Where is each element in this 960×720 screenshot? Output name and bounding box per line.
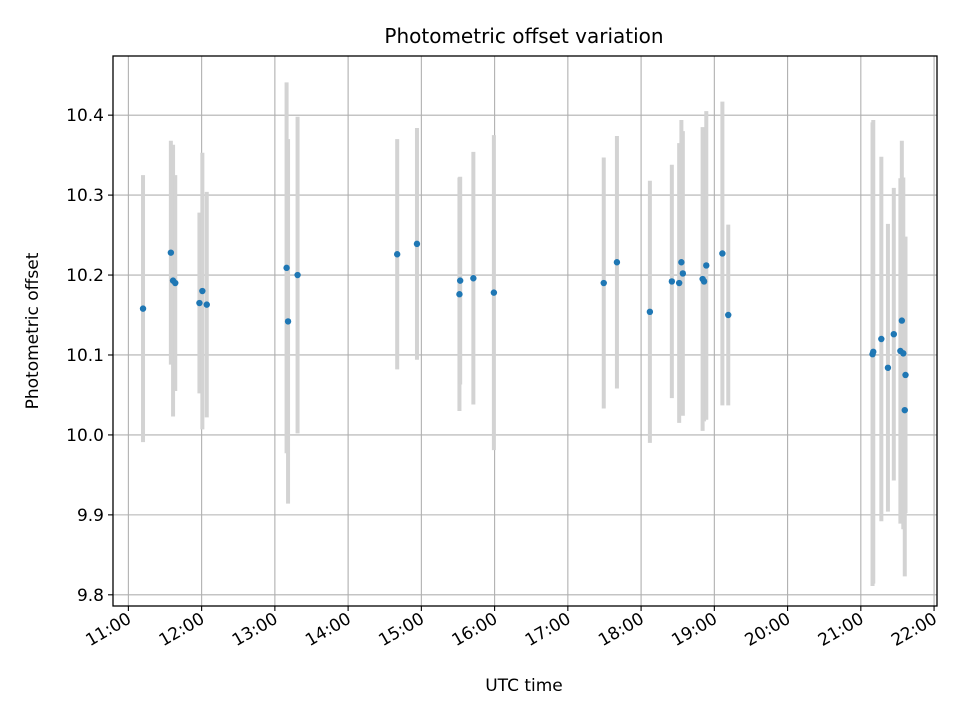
plot-frame (112, 55, 938, 607)
data-point (600, 279, 607, 287)
y-axis: 9.8 9.9 10.0 10.1 10.2 10.3 10.4 (66, 106, 113, 606)
y-axis-label: Photometric offset (23, 252, 43, 409)
data-point (294, 271, 301, 279)
data-point (679, 270, 687, 277)
y-tick-label: 10.0 (66, 426, 104, 446)
data-point (456, 291, 463, 298)
data-point (283, 264, 290, 272)
y-tick-label: 10.4 (66, 106, 104, 126)
data-point (902, 371, 909, 379)
data-point (490, 289, 498, 296)
data-point (139, 305, 147, 312)
y-tick-label: 9.9 (77, 506, 104, 526)
data-point (668, 278, 676, 285)
y-tick-label: 10.1 (66, 346, 104, 366)
data-points (139, 240, 909, 414)
data-point (172, 279, 179, 287)
grid (113, 56, 937, 606)
data-point (898, 317, 906, 324)
data-point (284, 318, 292, 325)
data-point (678, 259, 685, 266)
x-axis-label: UTC time (485, 676, 563, 696)
data-point (870, 348, 877, 355)
data-point (456, 277, 464, 284)
data-point (393, 251, 401, 258)
data-point (890, 330, 897, 338)
y-tick-label: 9.8 (77, 586, 104, 606)
y-tick-label: 10.3 (66, 186, 104, 206)
data-point (703, 262, 710, 269)
data-point (203, 301, 210, 308)
data-point (613, 259, 621, 266)
data-point (725, 311, 732, 319)
data-point (413, 240, 421, 248)
data-point (196, 299, 203, 307)
data-point (719, 250, 726, 257)
data-point (901, 406, 908, 414)
chart-title: Photometric offset variation (384, 24, 663, 48)
y-tick-label: 10.2 (66, 266, 104, 286)
data-point (675, 279, 683, 287)
data-point (900, 350, 907, 357)
data-point (199, 287, 206, 295)
data-point (470, 275, 477, 282)
data-point (700, 278, 708, 285)
data-point (878, 335, 885, 343)
data-point (167, 249, 175, 256)
data-point (646, 308, 654, 316)
data-point (884, 364, 892, 371)
